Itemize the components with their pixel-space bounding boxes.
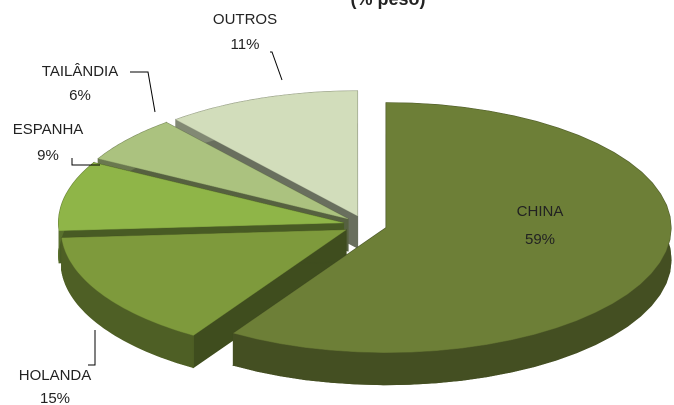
slice-label: CHINA — [517, 203, 564, 220]
slice-label: ESPANHA — [13, 121, 84, 138]
slice-label: HOLANDA — [19, 367, 92, 384]
slice-label: TAILÂNDIA — [42, 63, 118, 80]
slice — [97, 122, 349, 220]
slice — [61, 229, 347, 336]
leader-line — [130, 71, 156, 113]
value-label: 6% — [69, 87, 91, 104]
value-label: 9% — [37, 147, 59, 164]
slice-label: OUTROS — [213, 11, 277, 28]
slice — [58, 162, 344, 231]
chart-title: (% peso) — [350, 0, 425, 9]
value-label: 59% — [525, 231, 555, 248]
leader-line — [88, 330, 96, 366]
leader-line — [270, 51, 283, 81]
leader-line — [71, 158, 100, 166]
slice — [232, 102, 672, 353]
slice — [175, 90, 358, 217]
value-label: 15% — [40, 390, 70, 405]
value-label: 11% — [231, 36, 260, 53]
